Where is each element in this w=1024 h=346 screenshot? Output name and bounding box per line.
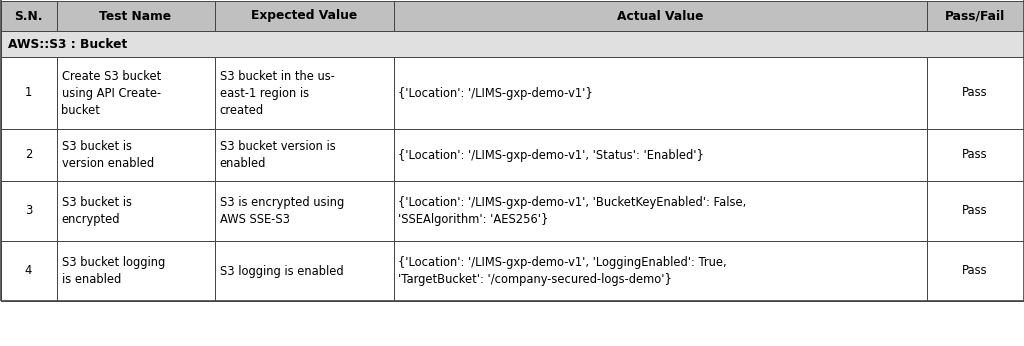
- Bar: [214, 57, 393, 129]
- Bar: [56, 181, 214, 241]
- Bar: [393, 1, 927, 31]
- Text: S3 bucket is
encrypted: S3 bucket is encrypted: [61, 196, 131, 226]
- Bar: [393, 57, 927, 129]
- Text: Pass: Pass: [963, 148, 988, 162]
- Bar: [0, 129, 56, 181]
- Text: {'Location': '/LIMS-gxp-demo-v1'}: {'Location': '/LIMS-gxp-demo-v1'}: [398, 86, 593, 100]
- Text: S3 logging is enabled: S3 logging is enabled: [219, 264, 343, 277]
- Text: {'Location': '/LIMS-gxp-demo-v1', 'LoggingEnabled': True,
'TargetBucket': '/comp: {'Location': '/LIMS-gxp-demo-v1', 'Loggi…: [398, 256, 727, 286]
- Bar: [0, 1, 56, 31]
- Bar: [927, 129, 1024, 181]
- Bar: [393, 129, 927, 181]
- Bar: [0, 57, 56, 129]
- Text: Actual Value: Actual Value: [616, 9, 703, 22]
- Bar: [927, 181, 1024, 241]
- Text: 2: 2: [25, 148, 32, 162]
- Bar: [56, 241, 214, 301]
- Text: S3 bucket logging
is enabled: S3 bucket logging is enabled: [61, 256, 165, 286]
- Text: 3: 3: [25, 204, 32, 218]
- Text: S3 bucket in the us-
east-1 region is
created: S3 bucket in the us- east-1 region is cr…: [219, 70, 335, 117]
- Text: 4: 4: [25, 264, 32, 277]
- Text: Pass: Pass: [963, 204, 988, 218]
- Text: Expected Value: Expected Value: [251, 9, 357, 22]
- Bar: [214, 1, 393, 31]
- Text: Pass/Fail: Pass/Fail: [945, 9, 1006, 22]
- Text: {'Location': '/LIMS-gxp-demo-v1', 'BucketKeyEnabled': False,
'SSEAlgorithm': 'AE: {'Location': '/LIMS-gxp-demo-v1', 'Bucke…: [398, 196, 746, 226]
- Text: AWS::S3 : Bucket: AWS::S3 : Bucket: [8, 37, 128, 51]
- Bar: [56, 57, 214, 129]
- Bar: [927, 57, 1024, 129]
- Bar: [214, 129, 393, 181]
- Text: S3 bucket is
version enabled: S3 bucket is version enabled: [61, 140, 154, 170]
- Text: Pass: Pass: [963, 86, 988, 100]
- Bar: [214, 181, 393, 241]
- Bar: [0, 181, 56, 241]
- Bar: [927, 1, 1024, 31]
- Text: S3 is encrypted using
AWS SSE-S3: S3 is encrypted using AWS SSE-S3: [219, 196, 344, 226]
- Text: {'Location': '/LIMS-gxp-demo-v1', 'Status': 'Enabled'}: {'Location': '/LIMS-gxp-demo-v1', 'Statu…: [398, 148, 705, 162]
- Bar: [56, 1, 214, 31]
- Text: S.N.: S.N.: [14, 9, 43, 22]
- Bar: [56, 129, 214, 181]
- Bar: [393, 181, 927, 241]
- Bar: [0, 241, 56, 301]
- Bar: [0, 31, 1024, 57]
- Bar: [214, 241, 393, 301]
- Bar: [927, 241, 1024, 301]
- Text: Test Name: Test Name: [99, 9, 172, 22]
- Text: 1: 1: [25, 86, 32, 100]
- Text: Create S3 bucket
using API Create-
bucket: Create S3 bucket using API Create- bucke…: [61, 70, 161, 117]
- Text: Pass: Pass: [963, 264, 988, 277]
- Text: S3 bucket version is
enabled: S3 bucket version is enabled: [219, 140, 335, 170]
- Bar: [393, 241, 927, 301]
